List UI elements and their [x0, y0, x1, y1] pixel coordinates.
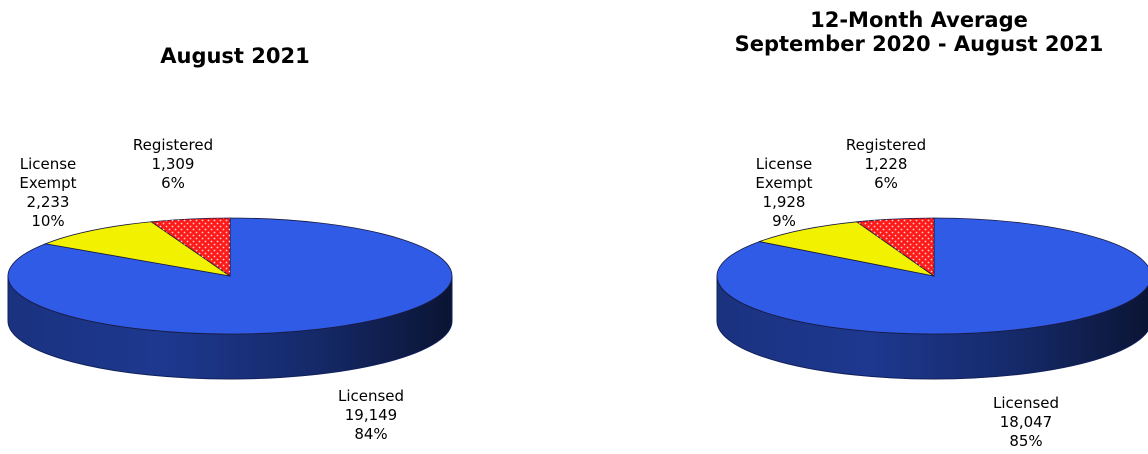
- slice-label-name: Exempt: [19, 174, 77, 192]
- slice-label-value: 1,309: [151, 155, 195, 173]
- pie-slice-license-exempt: [44, 221, 231, 277]
- slice-label-value: 2,233: [26, 193, 70, 211]
- pie-slice-license-exempt: [757, 221, 935, 277]
- slice-label-name: License: [755, 155, 813, 173]
- slice-label-percent: 6%: [874, 174, 898, 192]
- slice-label-name: Licensed: [992, 394, 1060, 412]
- pie-slice-registered-pattern: [856, 218, 934, 276]
- slice-label-registered: Registered 1,309 6%: [133, 136, 213, 193]
- slice-label-value: 1,928: [762, 193, 806, 211]
- slice-label-value: 19,149: [344, 406, 398, 424]
- slice-label-percent: 84%: [354, 425, 388, 443]
- slice-label-percent: 9%: [772, 212, 796, 230]
- slice-label-licensed: Licensed 18,047 85%: [993, 394, 1059, 451]
- slice-label-percent: 85%: [1009, 432, 1043, 450]
- pie-plot: [7, 217, 453, 380]
- pie-chart-august-2021: August 2021 License Exempt 2,233 10% Reg…: [0, 0, 470, 454]
- slice-label-licensed: Licensed 19,149 84%: [338, 387, 404, 444]
- slice-label-percent: 6%: [161, 174, 185, 192]
- slice-label-name: Registered: [132, 136, 214, 154]
- slice-label-license-exempt: License Exempt 2,233 10%: [19, 155, 76, 231]
- chart-title: 12-Month Average September 2020 - August…: [690, 8, 1148, 56]
- slice-label-name: Registered: [845, 136, 927, 154]
- slice-label-name: Exempt: [755, 174, 813, 192]
- slice-label-name: Licensed: [337, 387, 405, 405]
- slice-label-value: 18,047: [999, 413, 1053, 431]
- pie-slice-registered-pattern: [151, 218, 230, 276]
- slice-label-percent: 10%: [31, 212, 65, 230]
- chart-title-line: 12-Month Average: [810, 8, 1028, 32]
- pie-plot: [716, 217, 1148, 380]
- pie-chart-12-month-average: 12-Month Average September 2020 - August…: [690, 0, 1148, 454]
- slice-label-registered: Registered 1,228 6%: [846, 136, 926, 193]
- slice-label-value: 1,228: [864, 155, 908, 173]
- slice-label-license-exempt: License Exempt 1,928 9%: [755, 155, 812, 231]
- chart-title: August 2021: [0, 44, 470, 68]
- slice-label-name: License: [19, 155, 77, 173]
- chart-title-line: August 2021: [160, 44, 310, 68]
- chart-title-subline: September 2020 - August 2021: [734, 32, 1104, 56]
